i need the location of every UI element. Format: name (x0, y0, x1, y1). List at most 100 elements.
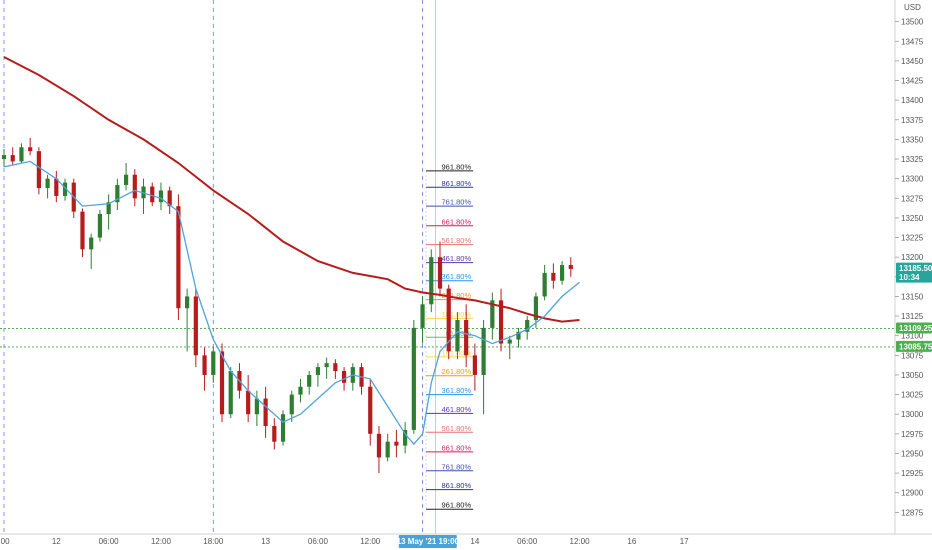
price-tick-label: 13050 (901, 371, 924, 380)
time-tick-label: 18:00 (203, 537, 224, 546)
candle-body (263, 398, 268, 426)
candle-body (246, 390, 251, 415)
fib-level-label: 661.80% (442, 217, 472, 226)
price-tick-label: 13350 (901, 135, 924, 144)
candle-body (542, 272, 547, 297)
fib-level-label: 661.80% (442, 443, 472, 452)
vertical-marker-lines (3, 0, 437, 534)
time-highlight: 13 May '21 19:00 (397, 535, 460, 548)
candle-body (315, 367, 321, 375)
candle-body (429, 257, 434, 305)
time-tick-label: 16 (627, 537, 636, 546)
price-tag-value: 13085.75 (899, 342, 932, 351)
candle-body (272, 426, 277, 442)
fib-level-label: 261.80% (442, 291, 472, 300)
candlestick-series (1, 137, 573, 474)
price-tag-box (896, 262, 932, 283)
dotted-price-levels (0, 327, 895, 348)
price-tick-label: 12875 (901, 508, 924, 517)
fib-level-label: 861.80% (442, 481, 472, 490)
candle-body (525, 320, 530, 332)
price-tick-label: 13025 (901, 391, 924, 400)
price-tick-label: 13125 (901, 312, 924, 321)
fib-level-label: 561.80% (442, 424, 472, 433)
price-tick-label: 12950 (901, 449, 924, 458)
fib-level-label: 561.80% (442, 236, 472, 245)
candle-body (289, 394, 294, 415)
fib-level-label: 161.80% (442, 348, 472, 357)
candle-body (1, 155, 7, 160)
price-tag-countdown: 10:34 (899, 273, 920, 282)
fib-level-label: 261.80% (442, 367, 472, 376)
time-tick-label: 06:00 (308, 537, 329, 546)
time-tick-label: 12 (52, 537, 61, 546)
fib-level-label: 161.80% (442, 310, 472, 319)
price-tick-label: 13400 (901, 96, 924, 105)
candle-body (19, 147, 24, 162)
candle-body (158, 190, 164, 203)
candle-body (54, 178, 59, 196)
candle-body (341, 371, 347, 383)
currency-label: USD (904, 3, 921, 12)
fib-level-label: 961.80% (442, 162, 472, 171)
price-tick-label: 12925 (901, 469, 924, 478)
fast-moving-average-line (3, 160, 580, 446)
candle-body (333, 363, 338, 372)
price-tick-label: 13000 (901, 410, 924, 419)
candle-body (551, 272, 556, 281)
price-axis[interactable]: USD 13500 13475 13450 13425 13400 13375 13350 1… (894, 0, 924, 534)
candle-body (106, 202, 111, 214)
price-tick-label: 13100 (901, 332, 924, 341)
time-axis[interactable]: :00 12 06:00 12:00 18:00 13 06:00 12:00 14 06:00 1… (0, 533, 932, 546)
price-tick-label: 13325 (901, 155, 924, 164)
time-tick-label: 13 (261, 537, 270, 546)
candle-body (568, 265, 573, 269)
time-tick-label: 06:00 (517, 537, 538, 546)
candle-body (298, 386, 303, 395)
fib-level-label: 361.80% (442, 272, 472, 281)
candle-body (10, 155, 15, 162)
candle-body (219, 351, 225, 415)
candle-body (123, 174, 129, 185)
time-highlight-label: 13 May '21 19:00 (397, 537, 460, 546)
price-tick-label: 13075 (901, 351, 924, 360)
candle-body (115, 184, 120, 203)
candle-body (516, 331, 521, 340)
candle-body (533, 296, 539, 320)
candle-body (403, 429, 408, 446)
time-tick-label: 12:00 (360, 537, 381, 546)
candle-body (97, 214, 103, 238)
candle-body (176, 206, 181, 309)
candle-body (437, 257, 443, 289)
candle-body (185, 296, 190, 309)
price-tick-label: 13250 (901, 214, 924, 223)
candle-body (490, 300, 495, 328)
price-tick-label: 13300 (901, 175, 924, 184)
candle-body (45, 178, 50, 189)
time-tick-label: 17 (680, 537, 689, 546)
candle-body (559, 265, 565, 281)
candle-body (420, 304, 425, 328)
candle-body (368, 386, 373, 434)
price-tick-label: 13450 (901, 57, 924, 66)
time-tick-label: 12:00 (570, 537, 591, 546)
candle-body (62, 182, 68, 196)
price-tag-value: 13185.50 (899, 264, 932, 273)
candle-body (89, 237, 94, 250)
candle-body (193, 296, 198, 356)
price-tag-box (896, 340, 932, 352)
fib-level-label: 761.80% (442, 462, 472, 471)
candle-body (307, 374, 312, 387)
candle-body (394, 441, 399, 446)
fib-level-label: 961.80% (442, 501, 472, 510)
candle-body (455, 320, 460, 352)
candle-body (464, 320, 469, 356)
slow-moving-average-line (3, 56, 580, 323)
candle-body (411, 327, 416, 430)
candle-body (80, 211, 85, 250)
price-tick-label: 13475 (901, 37, 924, 46)
candle-body (254, 398, 259, 415)
